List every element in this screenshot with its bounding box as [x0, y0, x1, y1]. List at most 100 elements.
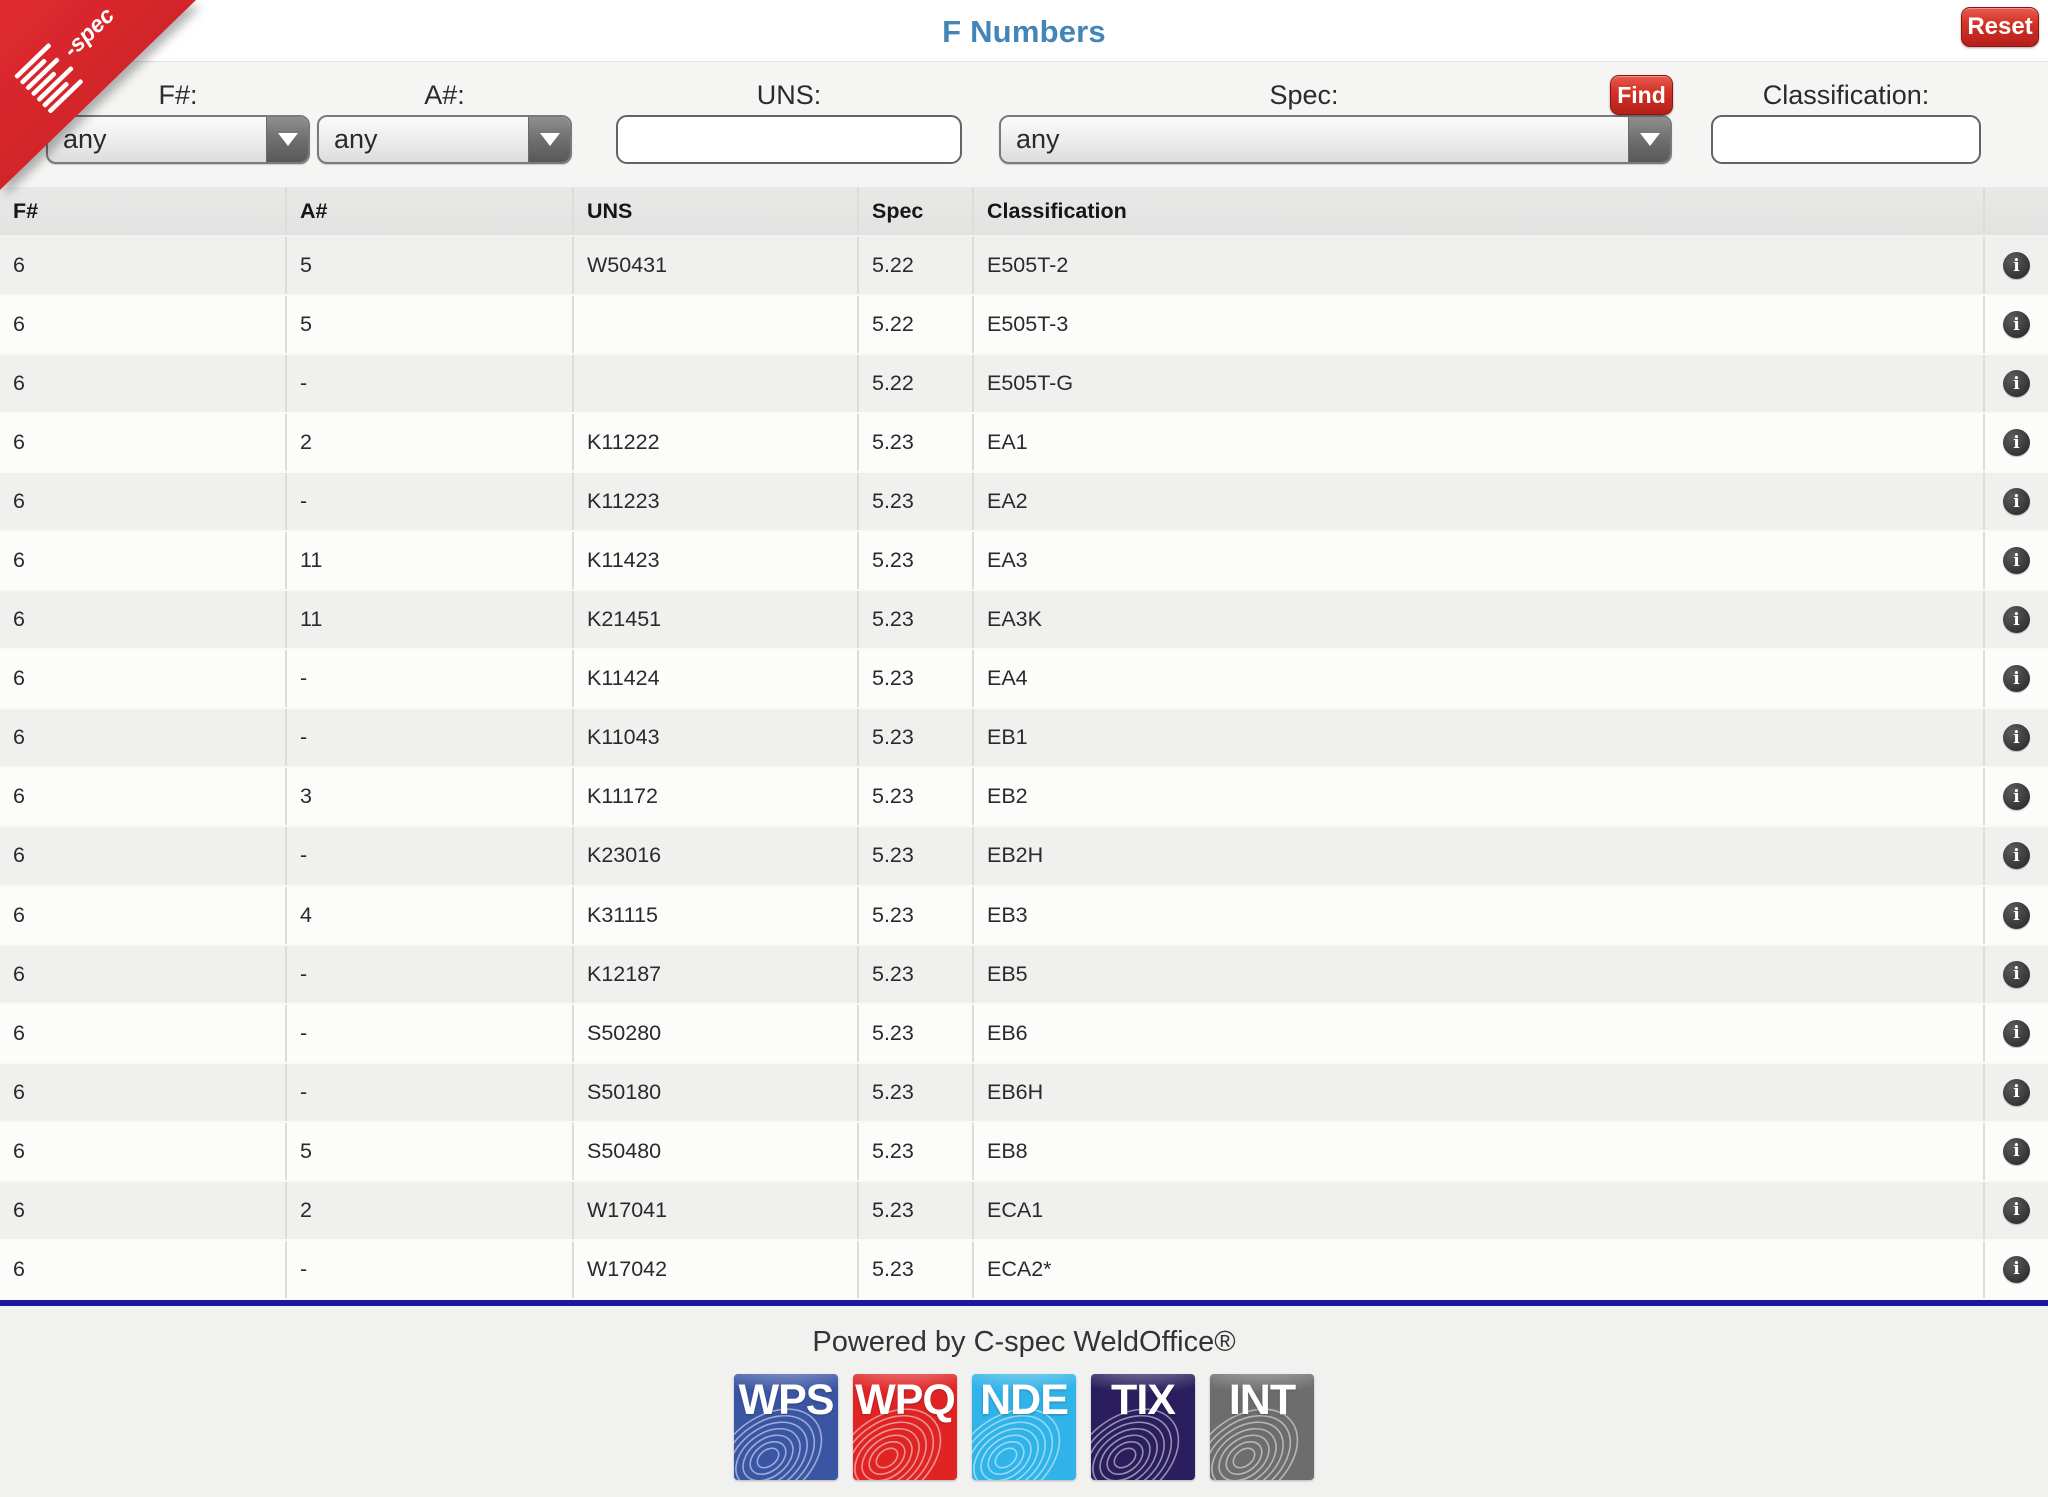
column-header-a: A# [285, 187, 572, 235]
spec-label: Spec: [1269, 80, 1339, 110]
cell-spec: 5.23 [857, 1004, 972, 1062]
info-icon[interactable]: i [2003, 665, 2030, 693]
table-row: 6 - S50180 5.23 EB6H i [0, 1063, 2048, 1123]
a-number-select[interactable]: any [317, 115, 572, 164]
cell-a: 5 [285, 237, 572, 295]
info-icon[interactable]: i [2003, 1255, 2030, 1283]
badge-gloss [1091, 1374, 1195, 1480]
info-icon[interactable]: i [2003, 488, 2030, 516]
cell-f: 6 [13, 312, 25, 337]
cell-spec: 5.23 [857, 650, 972, 708]
cell-uns: K11222 [572, 414, 857, 472]
cell-f: 6 [13, 607, 25, 632]
table-header-row: F# A# UNS Spec Classification [0, 187, 2048, 237]
info-icon[interactable]: i [2003, 1137, 2030, 1165]
classification-input[interactable] [1711, 115, 1981, 164]
cell-spec: 5.23 [857, 1240, 972, 1298]
info-icon[interactable]: i [2003, 1078, 2030, 1106]
cell-f: 6 [13, 430, 25, 455]
cell-spec: 5.23 [857, 414, 972, 472]
table-row: 6 - K23016 5.23 EB2H i [0, 827, 2048, 887]
cell-spec: 5.23 [857, 1122, 972, 1180]
cell-cls: EB6H [972, 1063, 1983, 1121]
cell-a: - [285, 1240, 572, 1298]
uns-label: UNS: [756, 80, 822, 110]
badge-int[interactable]: INT [1210, 1374, 1314, 1480]
info-icon[interactable]: i [2003, 606, 2030, 634]
info-icon[interactable]: i [2003, 370, 2030, 398]
cell-uns: W50431 [572, 237, 857, 295]
cell-cls: EA1 [972, 414, 1983, 472]
chevron-down-icon[interactable] [528, 117, 570, 162]
info-icon[interactable]: i [2003, 842, 2030, 870]
info-icon[interactable]: i [2003, 783, 2030, 811]
info-icon[interactable]: i [2003, 429, 2030, 457]
cell-spec: 5.22 [857, 237, 972, 295]
info-icon[interactable]: i [2003, 311, 2030, 339]
spec-selected-value: any [1016, 124, 1060, 154]
table-row: 6 - K11043 5.23 EB1 i [0, 709, 2048, 769]
powered-by-text: Powered by C-spec WeldOffice® [812, 1326, 1236, 1358]
cell-info: i [1983, 768, 2048, 826]
reset-button[interactable]: Reset [1961, 7, 2039, 47]
chevron-down-icon[interactable] [266, 117, 308, 162]
cell-f: 6 [13, 1256, 25, 1281]
badge-label: NDE [980, 1376, 1069, 1424]
cell-a: - [285, 945, 572, 1003]
cell-cls: EB2 [972, 768, 1983, 826]
cell-f: 6 [13, 548, 25, 573]
badge-gloss [734, 1374, 838, 1480]
cell-info: i [1983, 1240, 2048, 1298]
badge-tix[interactable]: TIX [1091, 1374, 1195, 1480]
info-icon[interactable]: i [2003, 1019, 2030, 1047]
table-row: 6 4 K31115 5.23 EB3 i [0, 886, 2048, 946]
cell-spec: 5.23 [857, 1181, 972, 1239]
cell-a: 11 [285, 532, 572, 590]
cell-f: 6 [13, 1138, 25, 1163]
cell-info: i [1983, 945, 2048, 1003]
cell-a: - [285, 1004, 572, 1062]
badge-gloss [972, 1374, 1076, 1480]
cell-uns [572, 355, 857, 413]
cell-a: - [285, 1063, 572, 1121]
f-number-select[interactable]: any [46, 115, 310, 164]
cell-spec: 5.23 [857, 1063, 972, 1121]
chevron-down-icon[interactable] [1628, 117, 1670, 162]
info-icon[interactable]: i [2003, 252, 2030, 280]
f-number-label: F#: [158, 80, 198, 110]
uns-input[interactable] [616, 115, 962, 164]
cell-f: 6 [13, 253, 25, 278]
cell-uns: K11223 [572, 473, 857, 531]
info-icon[interactable]: i [2003, 724, 2030, 752]
cell-cls: EA2 [972, 473, 1983, 531]
badge-nde[interactable]: NDE [972, 1374, 1076, 1480]
cell-a: 2 [285, 414, 572, 472]
cell-spec: 5.23 [857, 473, 972, 531]
cell-info: i [1983, 355, 2048, 413]
spec-select[interactable]: any [999, 115, 1672, 164]
info-icon[interactable]: i [2003, 1196, 2030, 1224]
info-icon[interactable]: i [2003, 960, 2030, 988]
table-row: 6 - S50280 5.23 EB6 i [0, 1004, 2048, 1064]
results-table: F# A# UNS Spec Classification 6 5 W50431 5.… [0, 187, 2048, 1300]
table-row: 6 11 K11423 5.23 EA3 i [0, 532, 2048, 592]
table-body: 6 5 W50431 5.22 E505T-2 i 6 5 5.22 E505T-3 i 6-5.22… [0, 237, 2048, 1300]
find-button[interactable]: Find [1610, 75, 1673, 115]
cell-a: - [285, 355, 572, 413]
cell-a: 5 [285, 1122, 572, 1180]
cell-f: 6 [13, 1079, 25, 1104]
info-icon[interactable]: i [2003, 547, 2030, 575]
cell-cls: ECA1 [972, 1181, 1983, 1239]
cell-spec: 5.22 [857, 355, 972, 413]
cell-cls: EB1 [972, 709, 1983, 767]
badge-label: WPQ [855, 1376, 956, 1424]
cell-cls: EB2H [972, 827, 1983, 885]
cell-a: - [285, 709, 572, 767]
cell-a: - [285, 827, 572, 885]
badge-wps[interactable]: WPS [734, 1374, 838, 1480]
info-icon[interactable]: i [2003, 901, 2030, 929]
cell-uns: W17042 [572, 1240, 857, 1298]
badge-wpq[interactable]: WPQ [853, 1374, 957, 1480]
cell-f: 6 [13, 784, 25, 809]
badge-label: WPS [738, 1376, 835, 1424]
